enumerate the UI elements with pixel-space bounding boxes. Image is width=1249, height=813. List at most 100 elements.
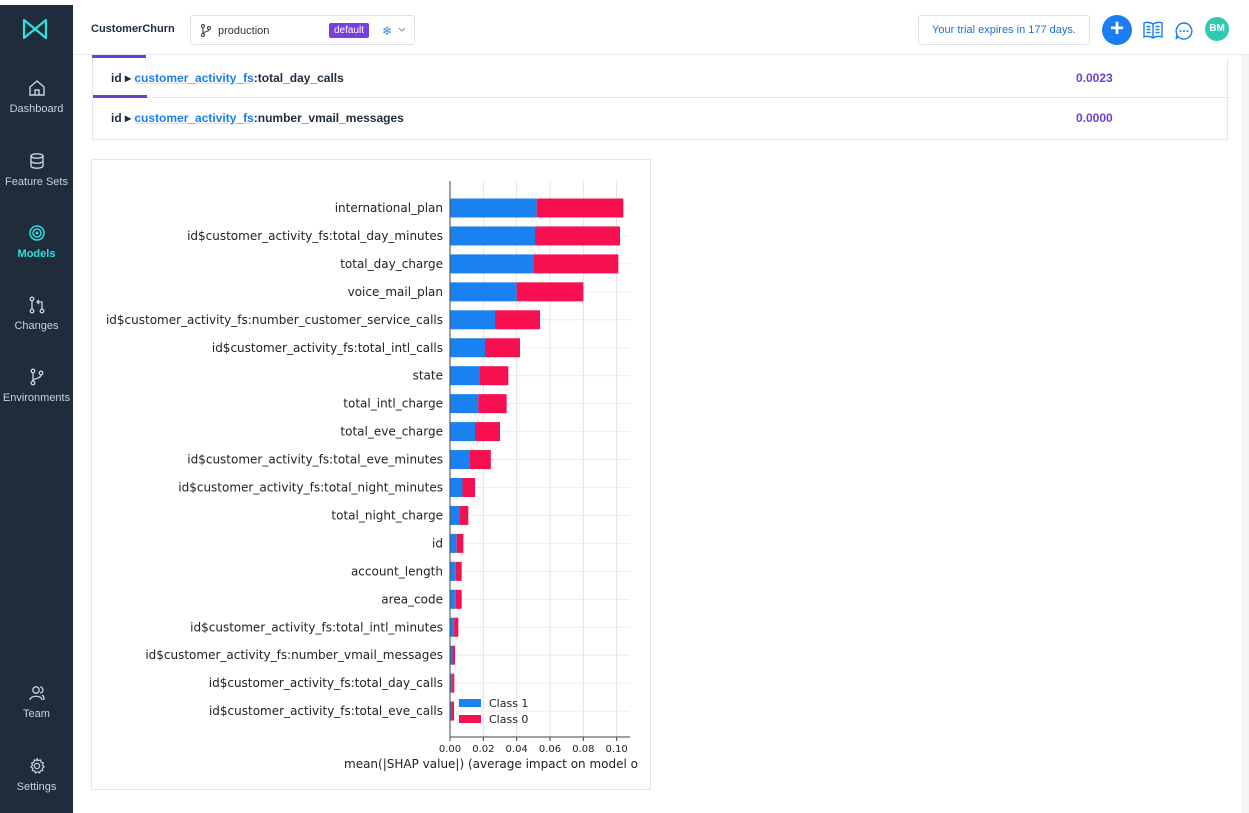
project-name[interactable]: CustomerChurn [91, 23, 175, 35]
bar-class-0 [470, 450, 491, 470]
feature-set-link[interactable]: customer_activity_fs [134, 71, 254, 85]
feature-set-link[interactable]: customer_activity_fs [134, 111, 254, 125]
chat-icon[interactable] [1174, 21, 1194, 41]
bar-class-0 [475, 422, 500, 442]
bar-class-0 [478, 394, 507, 414]
bar-class-0 [452, 645, 455, 665]
chart-svg: international_plan id$customer_activity_f… [106, 181, 638, 771]
sidebar-item-feature-sets[interactable]: Feature Sets [0, 152, 73, 188]
feature-importance-list: id ▸ customer_activity_fs:total_day_call… [92, 58, 1229, 140]
sidebar-item-team[interactable]: Team [0, 684, 73, 720]
y-tick-label: id$customer_activity_fs:number_customer_… [106, 313, 443, 327]
bar-class-0 [456, 533, 464, 553]
y-tick-label: voice_mail_plan [348, 285, 443, 299]
git-branch-icon [200, 24, 212, 37]
bar-class-0 [455, 561, 462, 581]
y-tick-label: id$customer_activity_fs:total_eve_calls [209, 704, 443, 718]
sidebar-item-label: Team [23, 708, 50, 720]
bar-class-1 [450, 422, 475, 442]
bar-class-1 [450, 533, 457, 553]
x-tick-label: 0.10 [606, 744, 628, 755]
bar-class-0 [480, 366, 509, 386]
y-tick-label: area_code [381, 592, 443, 606]
y-tick-label: id$customer_activity_fs:number_vmail_mes… [145, 648, 443, 662]
tab-indicator [92, 55, 146, 58]
sidebar-item-dashboard[interactable]: Dashboard [0, 79, 73, 115]
scrollbar[interactable] [1241, 55, 1249, 813]
legend-label: Class 1 [489, 697, 528, 710]
y-tick-label: id$customer_activity_fs:total_day_calls [209, 676, 443, 690]
y-tick-label: id$customer_activity_fs:total_night_minu… [178, 481, 443, 495]
y-tick-label: id$customer_activity_fs:total_day_minute… [187, 229, 443, 243]
feature-value: 0.0023 [1076, 71, 1113, 85]
x-axis-label: mean(|SHAP value|) (average impact on mo… [344, 757, 638, 771]
bar-class-1 [450, 198, 537, 218]
bar-class-0 [485, 338, 520, 358]
top-bar: CustomerChurn production default ❄ Your … [73, 5, 1249, 55]
bar-class-0 [535, 226, 620, 246]
sidebar: Dashboard Feature Sets Models Changes En… [0, 5, 73, 813]
target-icon [28, 225, 45, 241]
sidebar-item-label: Dashboard [9, 103, 64, 115]
sidebar-item-settings[interactable]: Settings [0, 757, 73, 793]
bar-class-1 [450, 366, 480, 386]
bar-class-0 [516, 282, 584, 302]
bar-class-1 [450, 478, 463, 497]
sidebar-item-models[interactable]: Models [0, 224, 73, 260]
feature-name: id ▸ customer_activity_fs:total_day_call… [111, 71, 344, 85]
branch-icon [30, 368, 43, 386]
row-accent [93, 95, 147, 98]
users-icon [28, 686, 45, 701]
y-tick-label: id$customer_activity_fs:total_intl_calls [212, 341, 443, 355]
bar-class-0 [455, 589, 462, 609]
database-icon [29, 153, 44, 169]
y-tick-label: id$customer_activity_fs:total_intl_minut… [190, 620, 443, 634]
sidebar-item-label: Feature Sets [5, 176, 68, 188]
bar-class-1 [450, 673, 453, 693]
bar-class-1 [450, 394, 479, 414]
legend-label: Class 0 [489, 713, 528, 726]
bar-class-1 [450, 589, 456, 609]
sidebar-item-label: Settings [16, 781, 57, 793]
sidebar-item-label: Changes [14, 320, 59, 332]
feature-prefix: id ▸ [111, 71, 135, 85]
y-tick-label: international_plan [335, 201, 443, 215]
bar-class-0 [452, 701, 454, 721]
add-button[interactable]: + [1102, 15, 1132, 45]
feature-column: :total_day_calls [253, 71, 344, 85]
x-tick-label: 0.04 [506, 744, 528, 755]
x-tick-label: 0.02 [472, 744, 494, 755]
bar-class-1 [450, 226, 535, 246]
legend-swatch [459, 699, 481, 707]
bar-class-0 [536, 198, 624, 218]
bar-class-1 [450, 701, 452, 721]
bar-class-1 [450, 310, 495, 330]
feature-name: id ▸ customer_activity_fs:number_vmail_m… [111, 111, 404, 125]
bar-class-0 [459, 505, 469, 525]
branch-selector[interactable]: production default ❄ [190, 15, 415, 45]
bar-class-0 [495, 310, 540, 330]
bar-class-1 [450, 282, 517, 302]
bar-class-1 [450, 561, 456, 581]
default-badge: default [329, 23, 370, 38]
home-icon [28, 80, 45, 96]
snowflake-icon: ❄ [382, 24, 393, 38]
sidebar-item-changes[interactable]: Changes [0, 296, 73, 332]
logo-icon[interactable] [22, 18, 48, 40]
docs-book-icon[interactable] [1143, 21, 1163, 39]
list-item: id ▸ customer_activity_fs:number_vmail_m… [93, 98, 1229, 138]
bar-class-1 [450, 338, 485, 358]
trial-notice[interactable]: Your trial expires in 177 days. [918, 15, 1090, 45]
sidebar-item-label: Models [17, 248, 56, 260]
bar-class-1 [450, 254, 534, 274]
x-tick-label: 0.06 [539, 744, 561, 755]
gear-icon [29, 757, 45, 774]
y-tick-label: id$customer_activity_fs:total_eve_minute… [187, 453, 443, 467]
bar-class-1 [450, 450, 470, 470]
y-tick-label: total_intl_charge [343, 397, 443, 411]
sidebar-item-environments[interactable]: Environments [0, 368, 73, 404]
y-tick-label: state [413, 369, 443, 383]
avatar[interactable]: BM [1205, 17, 1229, 41]
bar-class-0 [452, 673, 455, 693]
